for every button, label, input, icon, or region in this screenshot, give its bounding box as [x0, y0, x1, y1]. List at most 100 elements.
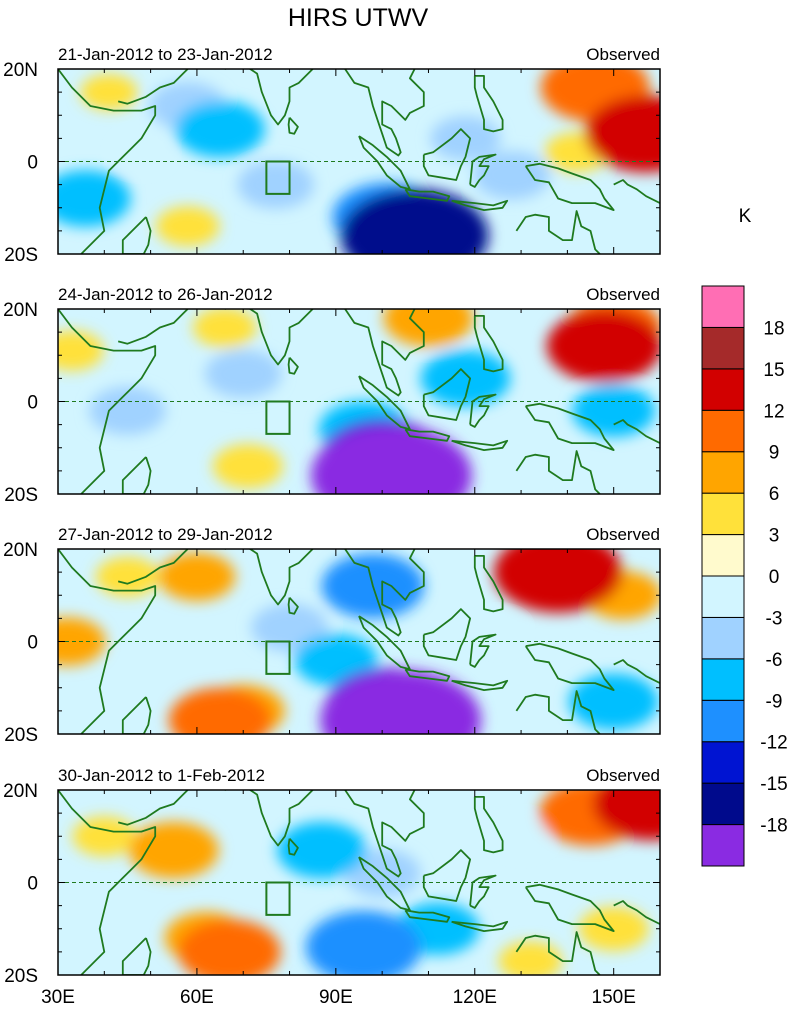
colorbar-swatch [701, 824, 745, 867]
coastline [404, 668, 451, 682]
coastline [117, 790, 189, 826]
anomaly-cell [251, 603, 328, 652]
y-tick-label: 20S [4, 966, 38, 987]
coastline [613, 659, 660, 684]
coastline [515, 450, 601, 494]
anomaly-cell [237, 160, 314, 209]
coastline [58, 69, 157, 254]
colorbar-tick-label: -3 [766, 608, 783, 629]
colorbar-tick-label: 3 [769, 526, 780, 547]
figure-title: HIRS UTWV [288, 4, 429, 32]
coastline [358, 135, 411, 191]
x-tick-label: 30E [41, 987, 75, 1008]
coastline [422, 608, 471, 661]
anomaly-cell [95, 556, 160, 597]
coastline [121, 696, 152, 734]
map-panel: 20N 0 20S 24-Jan-2012 to 26-Jan-2012 Observe… [3, 285, 661, 506]
coastline [422, 849, 471, 902]
coastlines [58, 69, 660, 254]
anomaly-field [58, 549, 660, 734]
colorbar-swatch [701, 658, 745, 701]
colorbar-tick-label: 15 [763, 360, 784, 381]
coastline [58, 309, 157, 494]
colorbar-tick-label: -6 [766, 650, 783, 671]
coastline [473, 555, 504, 613]
map-panel: 20N 0 20S 27-Jan-2012 to 29-Jan-2012 Observe… [3, 525, 661, 746]
panel-right-title: Observed [586, 766, 660, 785]
coastlines [58, 790, 660, 975]
region-box [265, 400, 291, 435]
colorbar-tick-label: 18 [763, 318, 784, 339]
panel-left-title: 21-Jan-2012 to 23-Jan-2012 [58, 45, 273, 64]
y-tick-label: 20N [3, 300, 38, 321]
coastline [224, 549, 314, 606]
coastline [422, 368, 471, 421]
colorbar-swatch [701, 492, 745, 536]
anomaly-cell [58, 170, 131, 227]
colorbar-tick-label: 9 [769, 443, 780, 464]
coastline [613, 419, 660, 444]
anomaly-cell [383, 309, 474, 347]
anomaly-cell [212, 444, 283, 489]
coastline [358, 615, 411, 671]
colorbar-tick-label: 6 [769, 484, 780, 505]
coastline [358, 856, 411, 912]
anomaly-cell [585, 95, 660, 173]
region-box [265, 160, 291, 195]
coastline [121, 456, 152, 494]
coastline [524, 642, 615, 691]
x-tick-label: 90E [319, 987, 353, 1008]
panels: 20N 0 20S 21-Jan-2012 to 23-Jan-2012 Observe… [3, 45, 661, 987]
coastline [613, 179, 660, 204]
coastline [451, 679, 509, 691]
x-tick-label: 60E [180, 987, 214, 1008]
region-box [265, 640, 291, 675]
anomaly-cell [498, 941, 563, 975]
anomaly-cell [493, 549, 623, 613]
coastline [515, 210, 601, 254]
coastline [117, 69, 189, 105]
coastline [515, 931, 601, 975]
coastline [58, 790, 157, 975]
anomaly-cell [568, 673, 659, 730]
coastline [469, 874, 497, 909]
coastline [422, 128, 471, 181]
anomaly-cell [546, 309, 660, 383]
coastline [287, 596, 299, 615]
map-panel: 20N 0 20S 21-Jan-2012 to 23-Jan-2012 Observe… [3, 45, 661, 266]
coastline [404, 188, 451, 202]
panel-left-title: 27-Jan-2012 to 29-Jan-2012 [58, 525, 273, 544]
anomaly-cell [115, 136, 167, 169]
colorbar-tick-label: -9 [766, 691, 783, 712]
y-tick-label: 0 [27, 633, 38, 654]
x-tick-label: 150E [592, 987, 636, 1008]
coastline [344, 309, 425, 397]
colorbar-swatch [701, 326, 745, 370]
panel-left-title: 24-Jan-2012 to 26-Jan-2012 [58, 285, 273, 304]
colorbar-swatch [701, 616, 745, 660]
coastline [358, 375, 411, 431]
y-tick-label: 0 [27, 874, 38, 895]
anomaly-cell [175, 100, 265, 158]
anomaly-cell [192, 309, 257, 348]
panel-right-title: Observed [586, 45, 660, 64]
anomaly-cell [592, 790, 660, 841]
coastlines [58, 309, 660, 494]
anomaly-cell [340, 188, 489, 254]
coastline [613, 900, 660, 925]
coastline [404, 909, 451, 923]
coastline [404, 428, 451, 442]
x-tick-label: 120E [453, 987, 497, 1008]
colorbar-tick-label: 12 [763, 401, 784, 422]
colorbar-tick-label: -12 [760, 733, 787, 754]
anomaly-cell [495, 820, 547, 853]
anomaly-cell [430, 116, 501, 161]
anomaly-cell [204, 349, 282, 398]
colorbar-swatch [701, 782, 745, 826]
coastline [224, 309, 314, 366]
colorbar-swatch [701, 409, 745, 453]
anomaly-cell [80, 74, 138, 111]
coastline [469, 633, 497, 668]
anomaly-cell [89, 386, 166, 435]
y-tick-label: 20N [3, 781, 38, 802]
